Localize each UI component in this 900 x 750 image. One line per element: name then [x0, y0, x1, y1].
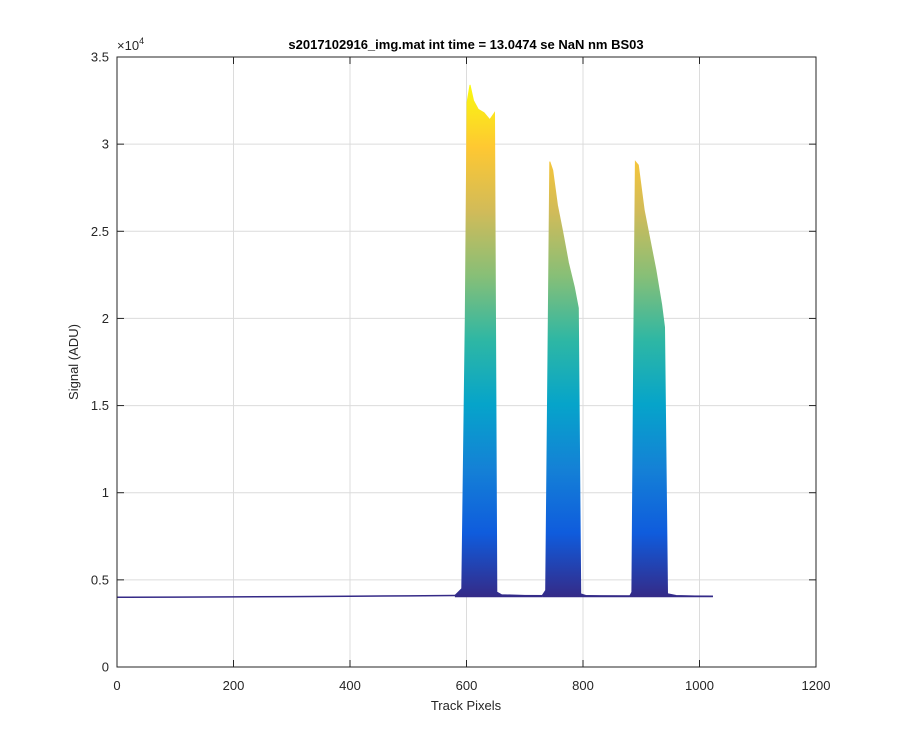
baseline-line	[116, 594, 713, 599]
series-layer	[454, 84, 713, 598]
x-tick-label: 800	[572, 678, 594, 693]
band-3-area	[629, 161, 713, 598]
band-3-outline	[629, 160, 713, 597]
y-tick-label: 1	[102, 485, 109, 500]
band-2-outline	[541, 161, 630, 597]
y-exponent-label: ×104	[117, 36, 144, 53]
y-axis-label: Signal (ADU)	[66, 324, 81, 400]
y-tick-label: 3	[102, 137, 109, 152]
x-tick-label: 1000	[685, 678, 714, 693]
chart-title: s2017102916_img.mat int time = 13.0474 s…	[288, 37, 643, 52]
band-2-area	[542, 161, 630, 598]
y-tick-label: 3.5	[91, 50, 109, 65]
x-axis-ticks: 0 200 400 600 800 1000 1200	[113, 57, 830, 693]
x-axis-label: Track Pixels	[431, 698, 502, 713]
x-tick-label: 200	[223, 678, 245, 693]
band-1-area	[454, 84, 543, 598]
y-tick-label: 2	[102, 311, 109, 326]
x-tick-label: 1200	[802, 678, 831, 693]
y-tick-label: 0.5	[91, 572, 109, 587]
y-tick-label: 1.5	[91, 398, 109, 413]
y-tick-label: 0	[102, 660, 109, 675]
y-axis-ticks: 0 0.5 1 1.5 2 2.5 3 3.5	[91, 50, 816, 675]
y-exponent-base: ×10	[117, 38, 139, 53]
x-tick-label: 0	[113, 678, 120, 693]
y-tick-label: 2.5	[91, 224, 109, 239]
x-tick-label: 600	[456, 678, 478, 693]
baseline-trace	[116, 594, 713, 599]
x-tick-label: 400	[339, 678, 361, 693]
y-exponent-power: 4	[139, 36, 144, 46]
band-1-outline	[454, 84, 543, 596]
